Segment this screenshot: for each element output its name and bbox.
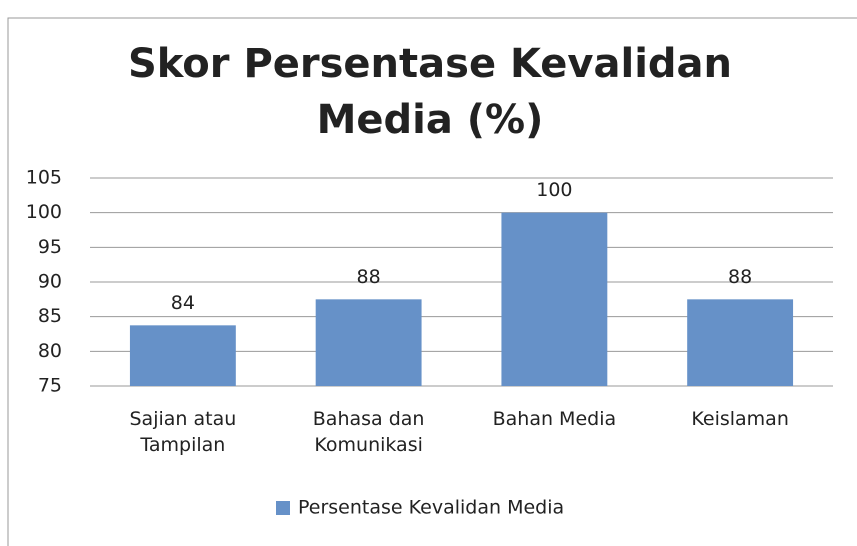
y-tick-label: 100 — [26, 201, 62, 223]
x-tick-label: Sajian atau Tampilan — [108, 406, 258, 458]
y-tick-label: 105 — [26, 167, 62, 189]
legend-label: Persentase Kevalidan Media — [298, 497, 564, 519]
y-tick-label: 80 — [38, 340, 62, 362]
x-tick-label: Bahan Media — [479, 406, 629, 432]
data-label: 84 — [171, 292, 195, 314]
bar — [687, 299, 793, 386]
legend-swatch — [276, 501, 290, 515]
y-tick-label: 75 — [38, 375, 62, 397]
y-tick-label: 95 — [38, 236, 62, 258]
x-tick-label: Bahasa dan Komunikasi — [294, 406, 444, 458]
y-tick-label: 90 — [38, 271, 62, 293]
bar — [501, 213, 607, 386]
data-label: 100 — [536, 179, 572, 201]
data-label: 88 — [728, 266, 752, 288]
y-tick-label: 85 — [38, 305, 62, 327]
chart-title: Skor Persentase Kevalidan Media (%) — [60, 36, 800, 148]
bar — [316, 299, 422, 386]
chart: 75 80 85 90 95 100 105 84 88 100 88 Persentase Keva… — [0, 0, 857, 546]
x-tick-label: Keislaman — [665, 406, 815, 432]
bar — [130, 325, 236, 386]
data-label: 88 — [357, 266, 381, 288]
